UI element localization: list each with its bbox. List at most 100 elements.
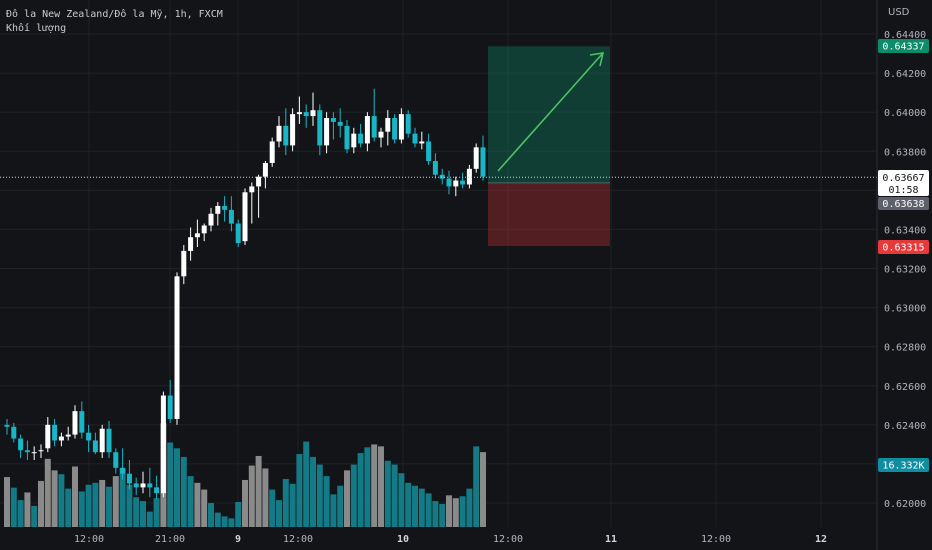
candle-body: [140, 483, 146, 488]
volume-bar: [140, 501, 146, 527]
candle-body: [133, 483, 139, 488]
price-tick-label: 0.62000: [884, 499, 926, 510]
volume-bar: [187, 476, 194, 527]
volume-value-tag: 16.332K: [882, 461, 924, 472]
symbol-title[interactable]: Đô la New Zealand/Đô la Mỹ, 1h, FXCM: [6, 9, 223, 20]
candle-body: [52, 424, 58, 441]
price-tick-label: 0.62600: [884, 382, 926, 393]
volume-bar: [235, 502, 242, 527]
candle-body: [290, 114, 296, 146]
candle-body: [432, 161, 438, 175]
time-axis[interactable]: 12:00 21:00 9 12:00 10 12:00 11 12:00 12: [74, 534, 827, 545]
candle-body: [249, 186, 255, 193]
candle-body: [426, 141, 432, 162]
long-position-tool[interactable]: [488, 46, 610, 247]
volume-bar: [350, 464, 357, 527]
stop-zone: [488, 182, 610, 247]
time-tick-label: 11: [605, 534, 617, 545]
candle-body: [405, 114, 411, 134]
volume-bar: [24, 492, 31, 527]
volume-bar: [296, 454, 303, 527]
candle-body: [194, 233, 200, 238]
candle-body: [324, 118, 330, 146]
time-tick-label: 21:00: [155, 534, 185, 545]
volume-bar: [446, 495, 452, 527]
volume-bar: [248, 465, 255, 527]
volume-bar: [194, 482, 201, 527]
volume-bar: [337, 485, 344, 527]
volume-bar: [357, 453, 364, 527]
candle-body: [283, 125, 289, 146]
candle-body: [222, 205, 228, 210]
volume-bar: [133, 497, 140, 527]
candle-body: [398, 114, 404, 140]
volume-bar: [31, 505, 38, 527]
volume-bar: [201, 489, 208, 527]
volume-bar: [289, 483, 296, 527]
volume-bar: [452, 498, 459, 527]
candle-body: [201, 225, 207, 234]
price-tick-label: 0.63400: [884, 225, 926, 236]
price-tick-label: 0.63000: [884, 304, 926, 315]
entry-price-tag-bg: [878, 197, 929, 210]
candle-body: [154, 487, 160, 494]
candle-body: [269, 141, 275, 163]
candle-body: [228, 209, 234, 224]
volume-value-tag-bg: [878, 458, 929, 472]
price-candles: [4, 88, 486, 500]
candle-body: [453, 180, 459, 187]
volume-indicator-label[interactable]: Khối lượng: [6, 23, 67, 34]
volume-bar: [119, 468, 126, 527]
candle-body: [412, 133, 418, 144]
candle-body: [466, 168, 472, 185]
candle-body: [317, 110, 323, 146]
stop-price-tag: 0.63315: [882, 243, 924, 254]
volume-bar: [51, 470, 58, 527]
volume-bar: [480, 452, 486, 527]
time-tick-label: 10: [397, 534, 409, 545]
volume-bar: [269, 489, 276, 527]
volume-bar: [459, 496, 466, 527]
candle-body: [303, 112, 309, 117]
candle-body: [215, 205, 221, 214]
volume-bar: [282, 479, 289, 527]
time-tick-label: 12:00: [493, 534, 523, 545]
volume-bar: [255, 455, 262, 527]
volume-bar: [214, 512, 221, 527]
candle-body: [364, 116, 370, 144]
candle-body: [38, 450, 44, 452]
volume-bars: [4, 423, 486, 527]
volume-bar: [344, 470, 350, 527]
candle-body: [160, 395, 166, 494]
trend-arrow-line: [497, 52, 604, 172]
candle-body: [208, 213, 214, 226]
currency-label: USD: [888, 7, 910, 18]
candle-body: [24, 450, 30, 453]
candle-body: [113, 452, 119, 468]
volume-bar: [262, 468, 269, 527]
candle-body: [446, 178, 452, 187]
volume-bar: [4, 477, 10, 527]
volume-bar: [17, 500, 24, 527]
volume-bar: [432, 501, 439, 527]
candle-body: [106, 428, 112, 453]
stop-price-tag-bg: [878, 240, 929, 254]
candle-body: [11, 426, 17, 439]
volume-bar: [208, 503, 214, 527]
candle-body: [86, 432, 92, 441]
candle-body: [147, 483, 153, 488]
candle-body: [31, 452, 37, 454]
countdown-timer: 01:58: [888, 185, 918, 196]
candle-body: [167, 395, 173, 419]
candle-body: [256, 176, 262, 187]
candle-body: [378, 131, 384, 138]
price-tick-label: 0.64400: [884, 30, 926, 41]
candle-body: [337, 121, 343, 126]
chart-legend: Đô la New Zealand/Đô la Mỹ, 1h, FXCM Khố…: [6, 8, 223, 36]
volume-bar: [65, 488, 72, 527]
candle-body: [4, 424, 10, 427]
volume-bar: [92, 482, 99, 527]
